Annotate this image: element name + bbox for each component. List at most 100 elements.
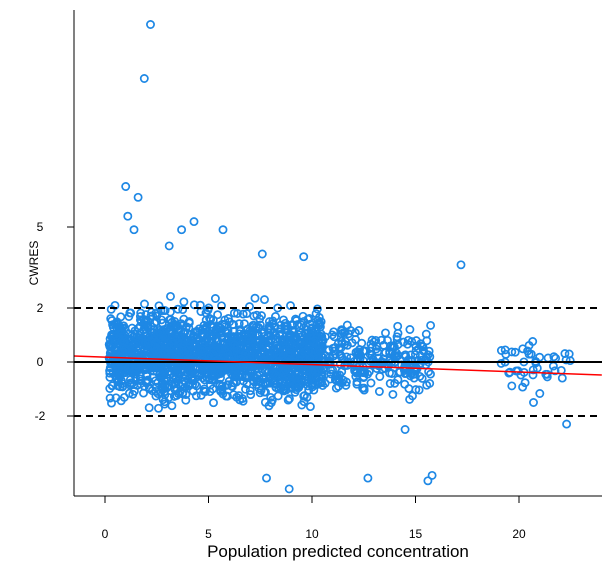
- data-point: [143, 339, 153, 349]
- data-point: [410, 350, 420, 360]
- data-point: [114, 374, 124, 384]
- data-point: [155, 327, 165, 337]
- data-point: [275, 335, 285, 345]
- data-point: [245, 386, 255, 396]
- data-point: [204, 374, 214, 384]
- data-point: [240, 329, 250, 339]
- data-point: [391, 348, 401, 358]
- data-point: [560, 349, 570, 359]
- data-point: [285, 375, 295, 385]
- data-point: [127, 346, 137, 356]
- data-point: [132, 380, 142, 390]
- data-point: [280, 365, 290, 375]
- data-point: [160, 306, 170, 316]
- data-point: [296, 320, 306, 330]
- data-point: [229, 308, 239, 318]
- data-point: [373, 359, 383, 369]
- data-point: [238, 309, 248, 319]
- data-point: [388, 389, 398, 399]
- data-point: [216, 369, 226, 378]
- data-point: [207, 337, 217, 347]
- data-point: [184, 343, 194, 353]
- data-point: [218, 225, 228, 235]
- data-point: [334, 343, 344, 353]
- data-point: [163, 363, 173, 373]
- data-point: [381, 328, 390, 338]
- data-point: [329, 332, 339, 342]
- data-point: [249, 311, 259, 321]
- data-point: [315, 346, 325, 356]
- data-point: [271, 312, 280, 321]
- data-point: [305, 330, 315, 340]
- data-point: [267, 368, 277, 378]
- data-point: [106, 304, 116, 314]
- data-point: [177, 225, 187, 235]
- points-layer: [104, 20, 575, 494]
- data-point: [400, 379, 410, 389]
- x-tick-label: 15: [409, 527, 423, 541]
- data-point: [109, 329, 119, 339]
- data-point: [205, 313, 215, 323]
- x-axis-ticks: 0 5 10 15 20: [102, 496, 526, 541]
- data-point: [523, 346, 533, 356]
- data-point: [287, 383, 297, 393]
- data-point: [107, 381, 117, 391]
- data-point: [528, 370, 538, 380]
- data-point: [500, 345, 510, 355]
- data-point: [529, 398, 538, 407]
- x-tick-label: 5: [205, 527, 212, 541]
- data-point: [528, 365, 538, 375]
- data-point: [169, 339, 178, 349]
- data-point: [287, 339, 297, 349]
- data-point: [165, 326, 174, 336]
- data-point: [251, 322, 261, 332]
- data-point: [387, 369, 397, 378]
- data-point: [411, 341, 421, 351]
- data-point: [290, 331, 299, 341]
- data-point: [403, 355, 413, 365]
- data-point: [135, 345, 145, 354]
- data-point: [535, 389, 545, 398]
- y-tick-label: 5: [37, 220, 44, 234]
- data-point: [284, 484, 294, 494]
- trend-line: [73, 355, 602, 376]
- data-point: [250, 293, 260, 303]
- data-point: [520, 378, 530, 388]
- data-point: [376, 335, 386, 345]
- data-point: [417, 373, 427, 383]
- data-point: [286, 301, 295, 311]
- data-point: [283, 395, 293, 405]
- data-point: [562, 419, 572, 429]
- data-point: [142, 328, 151, 338]
- y-axis-ticks: -2 0 2 5: [35, 220, 74, 423]
- data-point: [359, 385, 369, 395]
- data-point: [208, 332, 218, 342]
- y-tick-label: -2: [35, 409, 46, 423]
- data-point: [199, 386, 209, 396]
- data-point: [234, 319, 244, 329]
- data-point: [245, 366, 255, 376]
- y-axis-label: CWRES: [27, 241, 41, 286]
- data-point: [204, 351, 214, 361]
- data-point: [169, 391, 179, 401]
- data-point: [184, 318, 194, 328]
- data-point: [297, 376, 307, 386]
- data-point: [181, 395, 191, 405]
- data-point: [238, 396, 248, 406]
- data-point: [390, 378, 400, 388]
- data-point: [227, 382, 237, 392]
- data-point: [354, 326, 364, 335]
- data-point: [255, 388, 265, 398]
- data-point: [230, 340, 240, 350]
- y-tick-label: 0: [37, 355, 44, 369]
- data-point: [293, 338, 303, 348]
- data-point: [141, 317, 151, 326]
- data-point: [518, 382, 528, 392]
- data-point: [324, 345, 334, 355]
- data-point: [118, 382, 128, 392]
- data-point: [135, 315, 145, 325]
- data-point: [246, 390, 256, 400]
- data-point: [254, 383, 264, 393]
- data-point: [124, 388, 134, 398]
